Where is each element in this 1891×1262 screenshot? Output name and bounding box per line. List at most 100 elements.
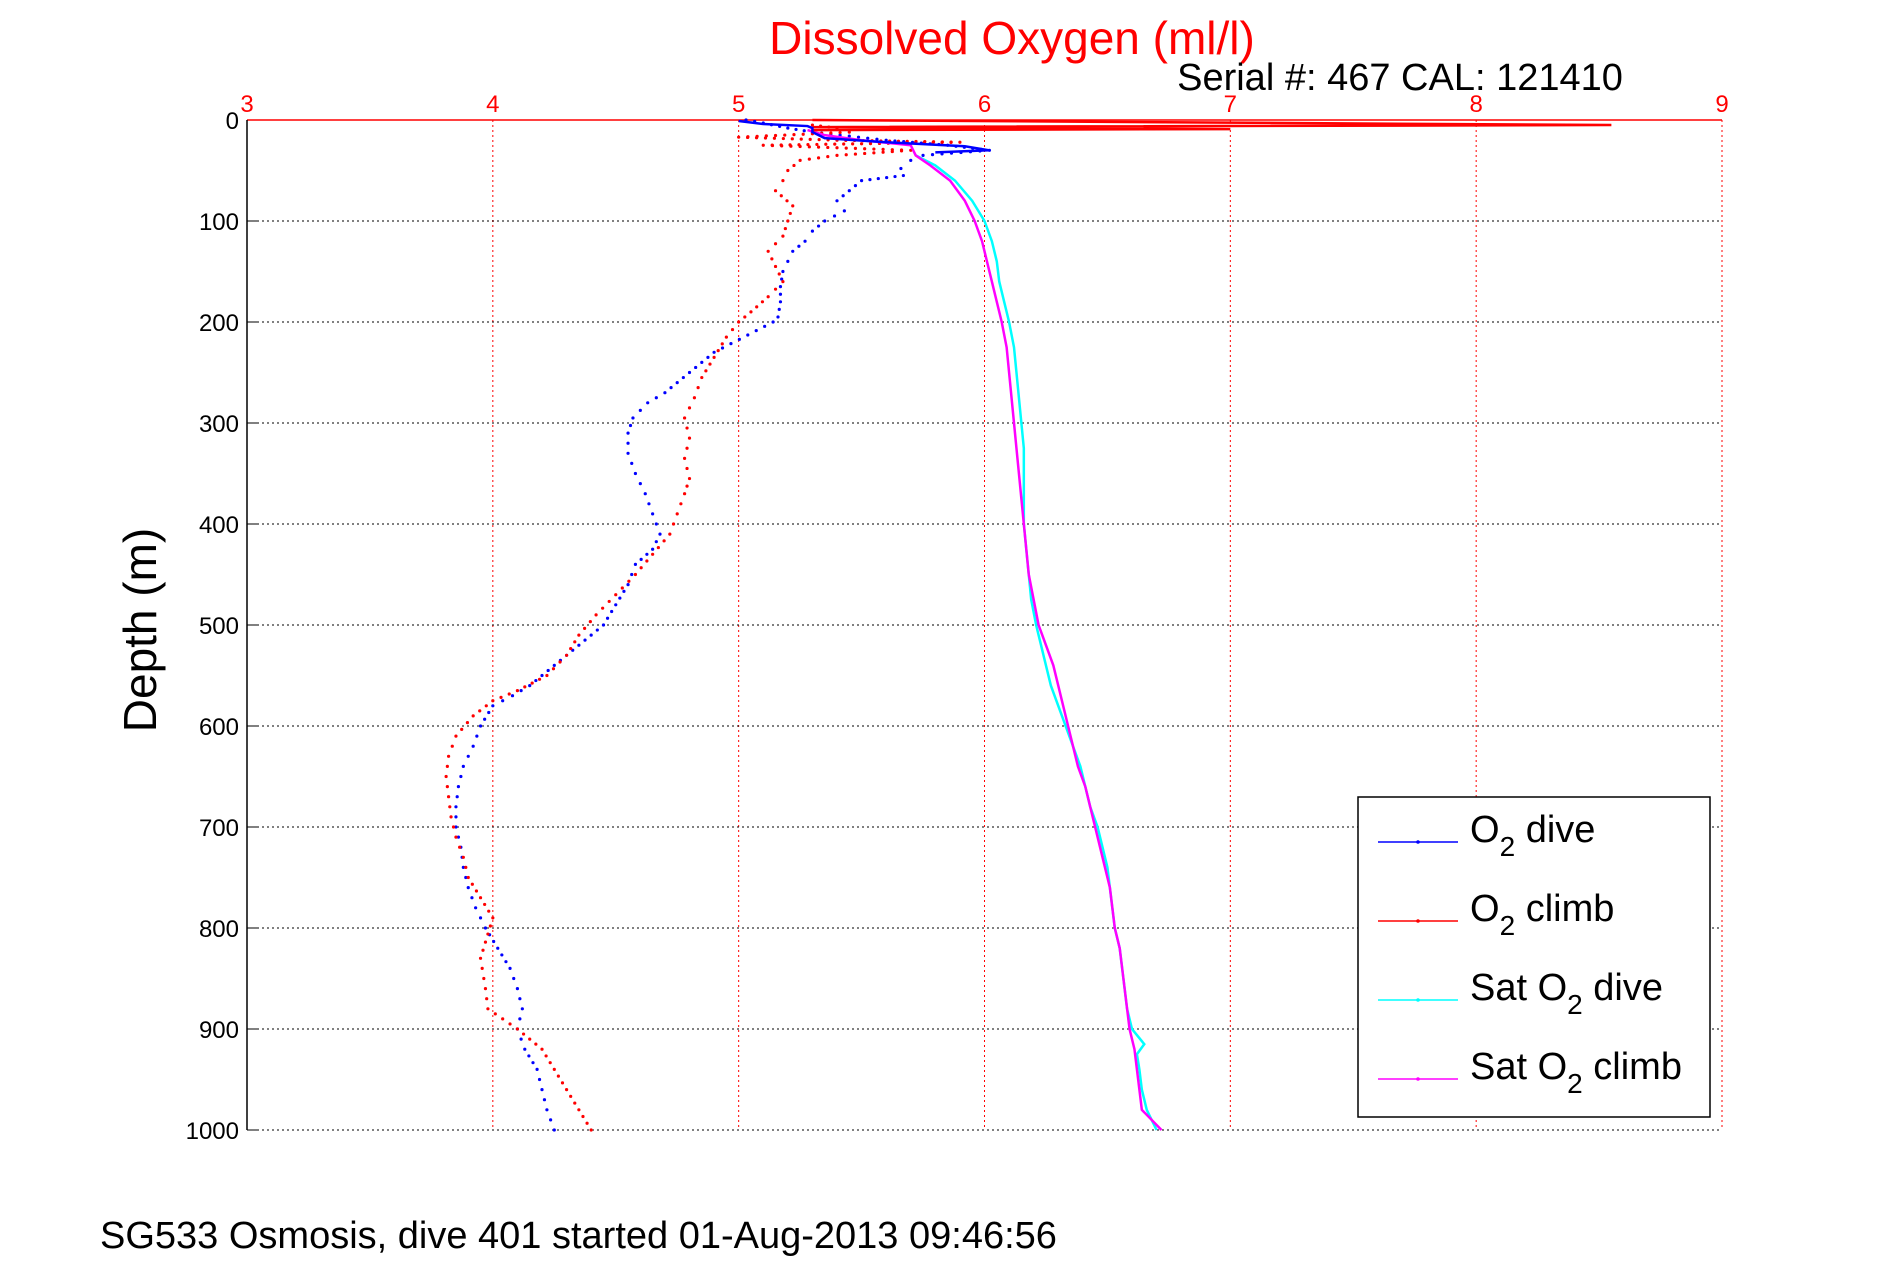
data-point xyxy=(706,355,710,359)
data-point xyxy=(445,785,449,789)
data-point xyxy=(816,156,821,160)
data-point xyxy=(444,774,448,779)
data-point xyxy=(773,264,778,269)
data-point xyxy=(456,785,461,789)
data-point xyxy=(466,754,470,758)
data-point xyxy=(700,375,704,380)
data-point xyxy=(859,142,864,146)
data-point xyxy=(520,1007,524,1011)
grid-layer xyxy=(246,119,1723,1131)
y-tick-label: 600 xyxy=(199,714,239,741)
data-point xyxy=(663,391,667,395)
data-point xyxy=(868,177,872,182)
data-point xyxy=(786,259,790,263)
data-point xyxy=(626,441,630,445)
data-point xyxy=(651,552,655,556)
data-point xyxy=(863,147,867,151)
data-point xyxy=(797,244,801,248)
data-point xyxy=(853,146,858,151)
data-point xyxy=(773,242,778,246)
data-point xyxy=(626,431,630,435)
data-point xyxy=(651,512,655,516)
data-point xyxy=(778,292,783,296)
data-point xyxy=(654,396,658,400)
data-point xyxy=(454,734,458,738)
data-point xyxy=(781,179,785,183)
data-point xyxy=(515,1027,520,1031)
data-point xyxy=(785,199,789,203)
data-point xyxy=(646,401,650,405)
data-point xyxy=(531,1061,535,1065)
data-point xyxy=(868,141,873,146)
y-tick-label: 400 xyxy=(199,512,239,539)
data-point xyxy=(737,135,741,139)
data-point xyxy=(454,825,458,829)
data-point xyxy=(530,681,534,685)
data-point xyxy=(675,381,679,385)
data-point xyxy=(470,896,474,900)
data-point xyxy=(455,795,459,799)
data-point xyxy=(518,997,522,1001)
data-point xyxy=(466,886,470,890)
data-point xyxy=(558,660,562,664)
x-tick-label: 9 xyxy=(1715,91,1728,118)
data-point xyxy=(549,1118,553,1122)
data-point xyxy=(781,280,785,284)
data-point xyxy=(763,136,768,140)
data-point xyxy=(544,1054,548,1058)
data-point xyxy=(487,909,491,913)
data-point xyxy=(523,1047,527,1051)
data-point xyxy=(788,211,792,216)
data-point xyxy=(778,285,783,289)
data-point xyxy=(777,307,781,311)
data-point xyxy=(483,902,487,907)
data-point xyxy=(838,130,842,135)
data-point xyxy=(534,1042,538,1046)
data-point xyxy=(730,327,735,332)
data-point xyxy=(749,310,753,314)
footer-caption: SG533 Osmosis, dive 401 started 01-Aug-2… xyxy=(100,1215,1057,1257)
legend-label-subscript: 2 xyxy=(1500,910,1516,941)
data-point xyxy=(638,482,642,486)
data-point xyxy=(789,144,793,148)
data-point xyxy=(501,699,505,703)
data-point xyxy=(803,239,807,243)
data-point xyxy=(866,136,870,140)
data-point xyxy=(446,795,451,799)
data-point xyxy=(454,815,458,819)
data-point xyxy=(791,249,795,253)
x-tick-label: 3 xyxy=(240,91,253,118)
data-point xyxy=(781,136,785,141)
data-point xyxy=(626,451,630,455)
data-point xyxy=(564,1088,569,1092)
data-point xyxy=(627,579,631,583)
data-point xyxy=(773,287,778,291)
data-point xyxy=(491,699,495,703)
y-tick-label: 300 xyxy=(199,411,239,438)
data-point xyxy=(682,416,687,420)
data-point xyxy=(901,173,905,178)
data-point xyxy=(668,532,672,536)
y-tick-labels: 0 100 200 300 400 500 600 700 800 900 1000 xyxy=(186,108,239,1145)
data-point xyxy=(771,320,775,324)
data-point xyxy=(720,342,724,346)
data-point xyxy=(958,140,962,144)
data-point xyxy=(737,337,741,341)
data-point xyxy=(737,320,741,324)
data-point xyxy=(949,140,953,144)
legend-label-main: Sat O xyxy=(1470,967,1567,1009)
data-point xyxy=(534,678,538,683)
legend-label: O2 climb xyxy=(1470,888,1614,941)
data-point xyxy=(564,653,569,657)
data-point xyxy=(847,189,851,193)
data-point xyxy=(654,540,658,544)
data-point xyxy=(645,559,649,563)
legend-label-rest: climb xyxy=(1515,888,1614,930)
data-point xyxy=(628,423,633,428)
data-point xyxy=(773,133,778,138)
data-point xyxy=(507,692,511,696)
data-point xyxy=(454,835,458,839)
data-point xyxy=(669,386,673,390)
data-point xyxy=(766,295,770,299)
data-point xyxy=(681,375,685,380)
